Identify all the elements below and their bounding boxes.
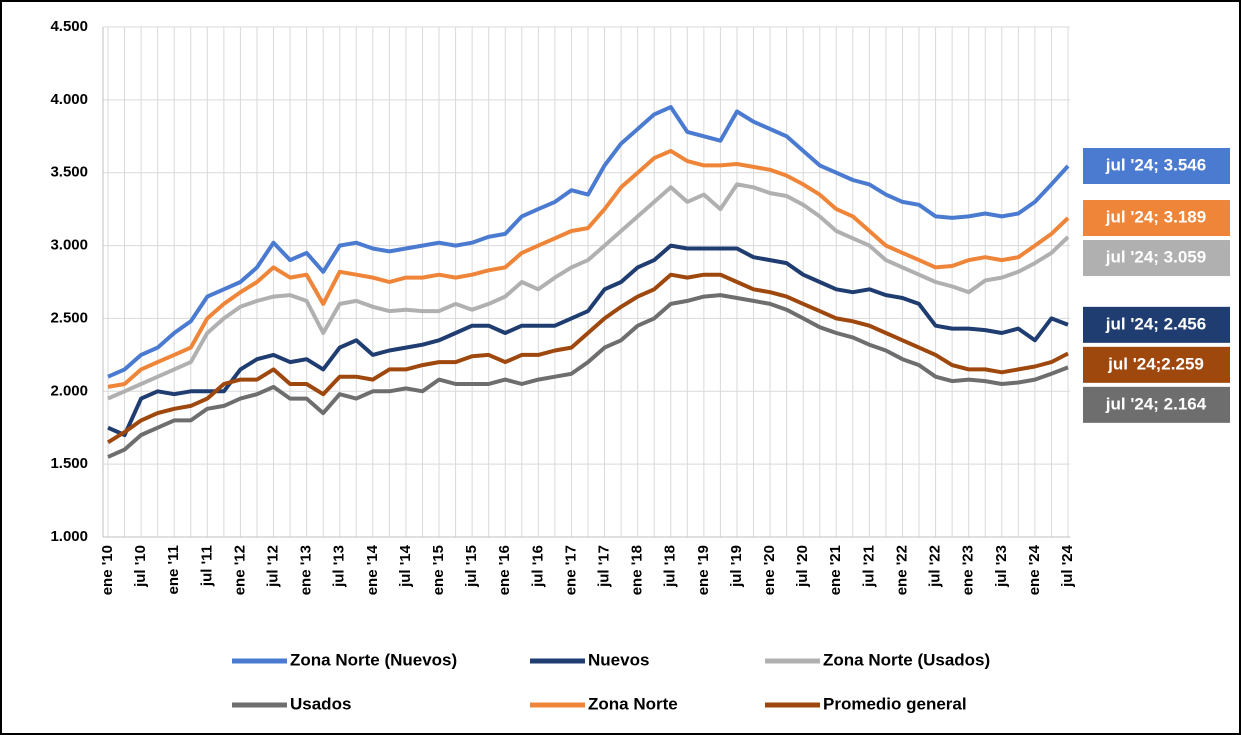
x-tick-label: jul '12 — [264, 545, 281, 588]
x-tick-label: jul '19 — [728, 545, 745, 588]
x-tick-label: jul '18 — [662, 545, 679, 588]
x-tick-label: jul '13 — [331, 545, 348, 588]
value-label: jul '24; 2.456 — [1105, 314, 1206, 333]
value-label: jul '24;2.259 — [1107, 354, 1204, 373]
value-label-box — [1083, 346, 1230, 383]
value-label: jul '24; 3.059 — [1105, 248, 1206, 267]
value-label: jul '24; 3.546 — [1105, 155, 1206, 174]
value-label-box — [1083, 240, 1230, 277]
series-line — [107, 148, 1070, 389]
series-line — [107, 293, 1069, 459]
legend-label: Nuevos — [588, 650, 649, 669]
legend-label: Usados — [290, 694, 351, 713]
value-label-box — [1083, 200, 1230, 237]
x-tick-label: ene '22 — [893, 545, 910, 595]
value-label-box — [1083, 148, 1230, 185]
value-label: jul '24; 2.164 — [1105, 394, 1207, 413]
x-tick-label: ene '24 — [1026, 544, 1043, 595]
x-tick-label: jul '20 — [794, 545, 811, 588]
y-tick-label: 3.000 — [50, 237, 88, 254]
legend-label: Promedio general — [823, 694, 967, 713]
x-tick-label: ene '10 — [99, 545, 116, 595]
y-tick-label: 1.000 — [50, 528, 88, 545]
x-tick-label: ene '15 — [430, 545, 447, 595]
x-tick-label: ene '21 — [827, 545, 844, 595]
legend-label: Zona Norte (Nuevos) — [290, 650, 457, 669]
y-tick-label: 2.000 — [50, 382, 88, 399]
x-tick-label: ene '19 — [695, 545, 712, 595]
value-label: jul '24; 3.189 — [1105, 208, 1206, 227]
legend-label: Zona Norte (Usados) — [823, 650, 990, 669]
x-tick-label: ene '13 — [298, 545, 315, 595]
x-tick-label: ene '18 — [629, 545, 646, 595]
x-tick-label: jul '10 — [132, 545, 149, 588]
y-tick-label: 3.500 — [50, 164, 88, 181]
series-line — [106, 272, 1069, 445]
series-line — [107, 182, 1070, 401]
x-tick-label: ene '23 — [960, 545, 977, 595]
x-tick-label: ene '20 — [761, 545, 778, 595]
x-tick-label: jul '14 — [397, 544, 414, 588]
value-label-box — [1083, 306, 1230, 343]
x-tick-label: ene '17 — [562, 545, 579, 595]
x-tick-label: ene '12 — [231, 545, 248, 595]
x-tick-label: jul '11 — [198, 545, 215, 587]
value-label-box — [1083, 386, 1230, 423]
y-tick-label: 4.000 — [50, 91, 88, 108]
x-tick-label: ene '11 — [165, 545, 182, 594]
y-tick-label: 4.500 — [50, 18, 88, 35]
x-tick-label: jul '24 — [1059, 544, 1076, 588]
y-tick-label: 1.500 — [50, 455, 88, 472]
x-tick-label: jul '22 — [927, 545, 944, 588]
x-tick-label: jul '21 — [860, 545, 877, 588]
x-tick-label: ene '14 — [364, 544, 381, 595]
x-tick-label: jul '16 — [529, 545, 546, 588]
x-tick-label: jul '17 — [596, 545, 613, 588]
series-line — [107, 105, 1070, 379]
x-tick-label: jul '15 — [463, 545, 480, 588]
y-tick-label: 2.500 — [50, 309, 88, 326]
legend-label: Zona Norte — [588, 694, 678, 713]
x-tick-label: jul '23 — [993, 545, 1010, 588]
series-line — [107, 243, 1069, 437]
x-tick-label: ene '16 — [496, 545, 513, 595]
